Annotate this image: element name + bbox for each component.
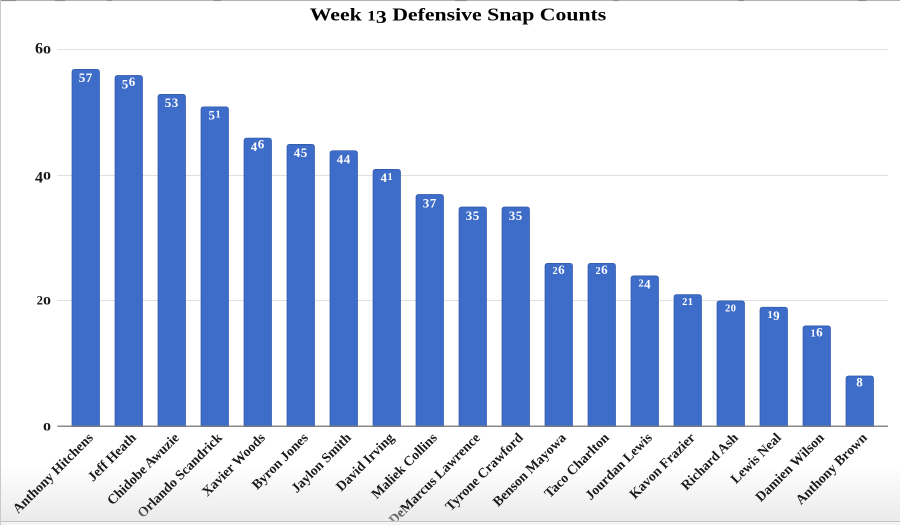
svg-text:2o: 2o (37, 292, 51, 309)
svg-text:44: 44 (337, 152, 351, 167)
svg-text:35: 35 (509, 208, 523, 223)
svg-text:56: 56 (122, 74, 136, 91)
svg-text:37: 37 (423, 195, 437, 210)
svg-text:16: 16 (810, 325, 823, 340)
svg-text:4o: 4o (35, 167, 51, 187)
svg-text:45: 45 (294, 145, 308, 160)
svg-text:57: 57 (79, 70, 93, 85)
svg-text:46: 46 (251, 137, 265, 154)
svg-text:26: 26 (595, 262, 608, 277)
svg-text:Week 13 Defensive Snap Counts: Week 13 Defensive Snap Counts (310, 5, 607, 27)
svg-text:24: 24 (638, 277, 651, 292)
svg-text:51: 51 (208, 108, 221, 123)
svg-text:21: 21 (682, 297, 693, 308)
svg-text:6o: 6o (35, 41, 51, 58)
svg-text:o: o (43, 418, 51, 435)
svg-text:53: 53 (165, 95, 179, 110)
svg-text:19: 19 (767, 308, 780, 323)
svg-text:20: 20 (725, 304, 736, 315)
svg-text:8: 8 (856, 375, 863, 390)
svg-text:41: 41 (380, 170, 393, 185)
svg-text:35: 35 (466, 208, 480, 223)
svg-text:26: 26 (552, 262, 565, 277)
